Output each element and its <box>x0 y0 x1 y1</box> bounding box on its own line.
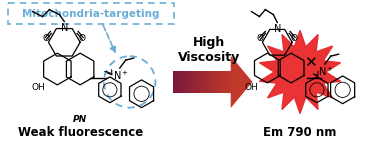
Text: O: O <box>257 34 264 43</box>
Polygon shape <box>223 71 225 93</box>
Polygon shape <box>206 71 208 93</box>
Polygon shape <box>196 71 198 93</box>
Text: +: + <box>326 66 332 72</box>
Polygon shape <box>210 71 212 93</box>
Text: N: N <box>319 67 327 77</box>
Polygon shape <box>194 71 196 93</box>
Polygon shape <box>198 71 200 93</box>
Polygon shape <box>202 71 204 93</box>
Text: Mitochondria-targeting: Mitochondria-targeting <box>22 9 160 19</box>
Polygon shape <box>212 71 214 93</box>
Polygon shape <box>175 71 177 93</box>
Polygon shape <box>227 71 229 93</box>
Polygon shape <box>177 71 179 93</box>
Text: OH: OH <box>245 83 259 92</box>
Polygon shape <box>179 71 181 93</box>
Polygon shape <box>173 71 175 93</box>
Polygon shape <box>259 30 341 114</box>
Text: O: O <box>43 34 50 43</box>
Text: PN: PN <box>73 115 87 124</box>
Polygon shape <box>225 71 227 93</box>
Text: +: + <box>121 70 127 76</box>
Polygon shape <box>189 71 191 93</box>
FancyArrowPatch shape <box>313 71 318 76</box>
Polygon shape <box>191 71 192 93</box>
Text: Em 790 nm: Em 790 nm <box>263 126 337 139</box>
Polygon shape <box>214 71 215 93</box>
Text: O: O <box>291 34 297 43</box>
Polygon shape <box>215 71 217 93</box>
Polygon shape <box>229 71 231 93</box>
Polygon shape <box>217 71 219 93</box>
Polygon shape <box>181 71 183 93</box>
Polygon shape <box>208 71 210 93</box>
Polygon shape <box>187 71 189 93</box>
Text: N: N <box>114 71 121 81</box>
Polygon shape <box>185 71 187 93</box>
Polygon shape <box>192 71 194 93</box>
Text: O: O <box>79 34 85 43</box>
Polygon shape <box>183 71 185 93</box>
FancyArrowPatch shape <box>105 70 112 75</box>
Text: Weak fluorescence: Weak fluorescence <box>17 126 143 139</box>
Text: ✕: ✕ <box>305 55 317 70</box>
Text: N: N <box>60 23 68 33</box>
Text: OH: OH <box>32 83 45 92</box>
Polygon shape <box>221 71 223 93</box>
Polygon shape <box>231 56 253 108</box>
Polygon shape <box>200 71 202 93</box>
Polygon shape <box>204 71 206 93</box>
Text: High
Viscosity: High Viscosity <box>178 36 240 64</box>
Polygon shape <box>219 71 221 93</box>
Text: N: N <box>274 24 281 34</box>
